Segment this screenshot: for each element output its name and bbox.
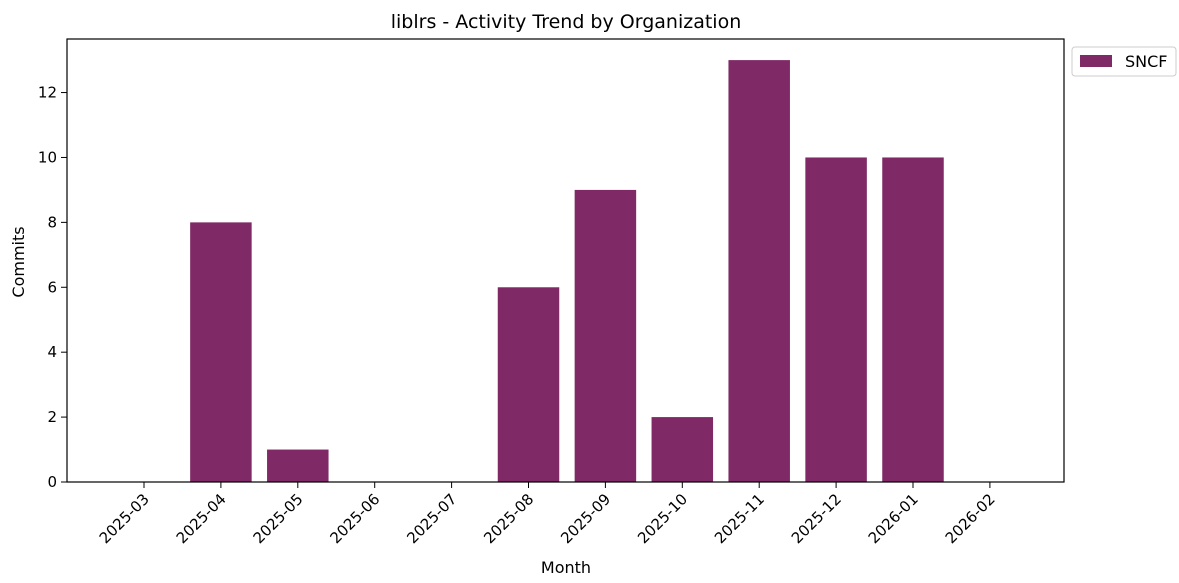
legend-label-SNCF: SNCF [1125, 52, 1168, 71]
legend: SNCF [1071, 46, 1177, 77]
x-tick-label-2025-03: 2025-03 [96, 490, 153, 547]
x-tick-label-2025-06: 2025-06 [326, 490, 383, 547]
x-tick-label-2025-11: 2025-11 [711, 490, 768, 547]
x-tick-label-2025-09: 2025-09 [557, 490, 614, 547]
x-tick-label-2026-02: 2026-02 [942, 490, 999, 547]
bar-2025-04 [190, 222, 252, 482]
bar-2025-10 [651, 417, 714, 482]
plot-frame [66, 38, 1065, 483]
y-tick-label-4: 4 [47, 343, 57, 361]
y-tick-label-10: 10 [38, 148, 57, 166]
y-tick-label-0: 0 [47, 473, 57, 491]
x-tick-label-2025-07: 2025-07 [403, 490, 460, 547]
bar-2025-09 [574, 189, 637, 482]
y-tick-label-2: 2 [47, 408, 57, 426]
bar-2025-12 [805, 157, 867, 482]
x-tick-label-2026-01: 2026-01 [865, 490, 922, 547]
bar-2025-11 [728, 60, 790, 482]
legend-swatch-SNCF [1080, 55, 1112, 67]
x-tick-label-2025-04: 2025-04 [173, 490, 230, 547]
chart-title: liblrs - Activity Trend by Organization [391, 11, 742, 33]
x-tick-label-2025-10: 2025-10 [634, 490, 691, 547]
y-axis-title: Commits [9, 226, 28, 297]
y-tick-label-6: 6 [47, 278, 57, 296]
bar-2025-08 [497, 287, 560, 482]
x-tick-label-2025-08: 2025-08 [480, 490, 537, 547]
legend-box [1071, 46, 1177, 77]
plot-area: 0 2 4 6 8 10 12 2025-03 2025-04 2025-05 2025-06 202… [38, 38, 1065, 547]
y-tick-label-12: 12 [38, 84, 57, 102]
bar-2026-01 [882, 157, 944, 482]
x-tick-label-2025-05: 2025-05 [250, 490, 307, 547]
y-tick-label-8: 8 [47, 213, 57, 231]
x-tick-label-2025-12: 2025-12 [788, 490, 845, 547]
x-axis-title: Month [541, 558, 591, 577]
bar-2025-05 [267, 449, 329, 482]
